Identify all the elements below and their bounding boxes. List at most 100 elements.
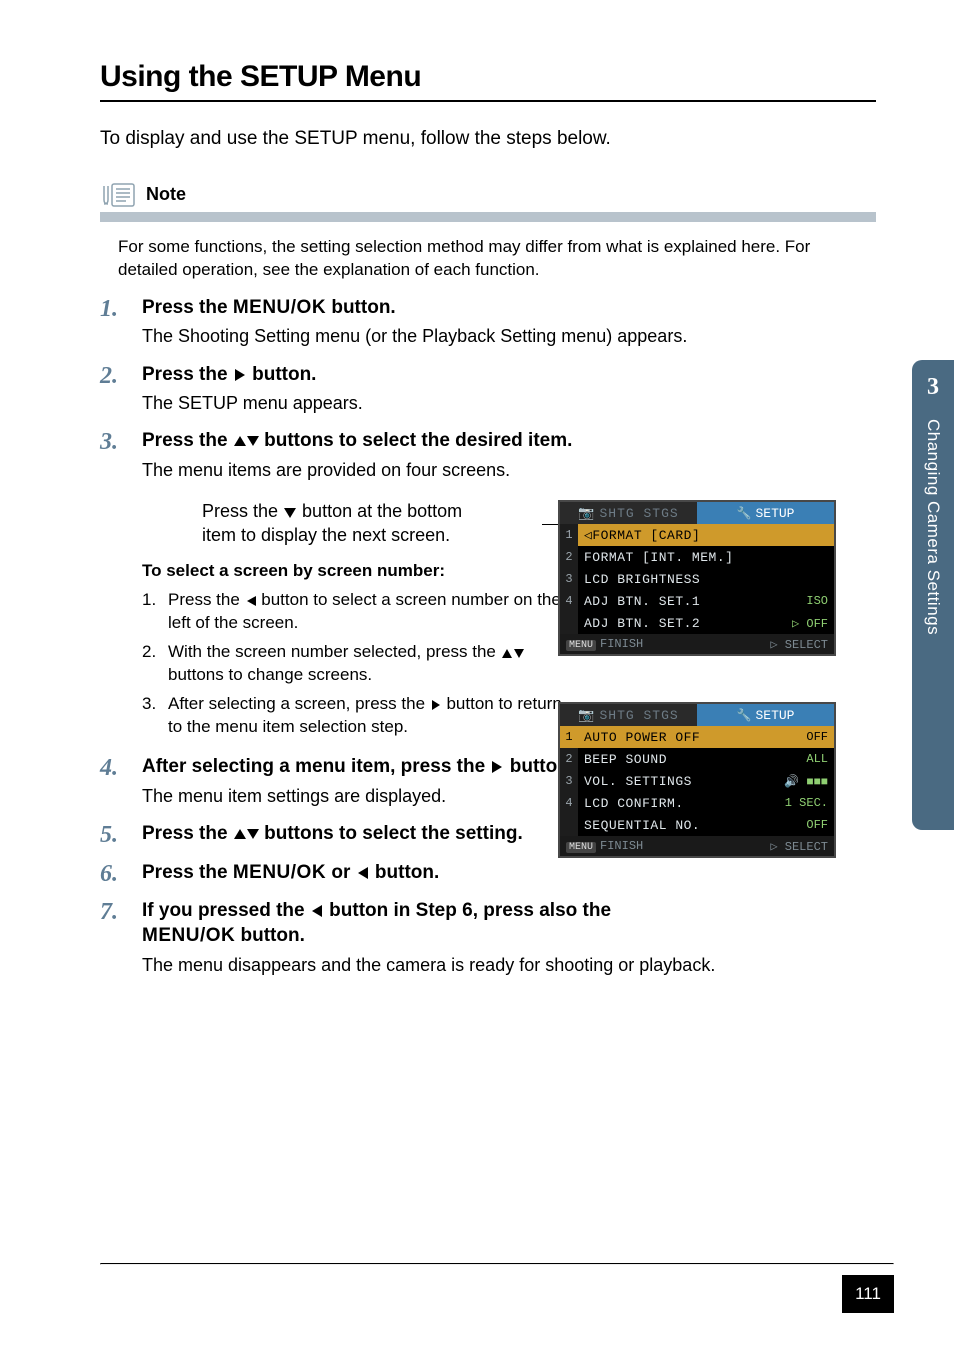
- lcd-row-label: LCD CONFIRM.: [578, 796, 785, 811]
- step-7: 7. If you pressed the button in Step 6, …: [100, 899, 876, 981]
- note-label: Note: [146, 184, 186, 205]
- step-title-pre: If you pressed the: [142, 900, 310, 921]
- lcd-tabs: 📷SHTG STGS 🔧SETUP: [560, 502, 834, 524]
- step-title-mid: button in Step 6, press also the: [324, 900, 611, 921]
- lcd-tab-right-label: SETUP: [755, 506, 794, 521]
- menuok-text: MENU/OK: [233, 862, 326, 883]
- step-1: 1. Press the MENU/OK button. The Shootin…: [100, 296, 876, 353]
- menuok-text: MENU/OK: [142, 925, 235, 946]
- step-6: 6. Press the MENU/OK or button.: [100, 861, 876, 890]
- lcd-tab-left-label: SHTG STGS: [599, 506, 678, 521]
- lcd-row-value: 🔊 ■■■: [784, 774, 828, 789]
- lcd-row: 3LCD BRIGHTNESS: [560, 568, 834, 590]
- lcd-row-index: [560, 814, 578, 836]
- note-body: For some functions, the setting selectio…: [100, 236, 876, 282]
- lcd-footer: MENUFINISH ▷ SELECT: [560, 634, 834, 654]
- lcd-rows: 1◁FORMAT [CARD] 2FORMAT [INT. MEM.]3LCD B…: [560, 524, 834, 634]
- lcd-row: SEQUENTIAL NO.OFF: [560, 814, 834, 836]
- lcd-tab-inactive: 📷SHTG STGS: [560, 502, 697, 524]
- lcd-row-index: 1: [560, 726, 578, 748]
- lcd-row-label: LCD BRIGHTNESS: [578, 572, 828, 587]
- step-2: 2. Press the button. The SETUP menu appe…: [100, 363, 876, 420]
- lcd-row-value: OFF: [806, 818, 828, 832]
- subnote-pre: Press the: [202, 501, 283, 521]
- wrench-icon: 🔧: [737, 708, 752, 723]
- sub-post: buttons to change screens.: [168, 665, 372, 684]
- footer-rule: [100, 1263, 894, 1265]
- up-down-triangle-icon: [233, 827, 259, 841]
- step-title-pre: After selecting a menu item, press the: [142, 756, 490, 777]
- lcd-row: 3VOL. SETTINGS🔊 ■■■: [560, 770, 834, 792]
- intro-text: To display and use the SETUP menu, follo…: [100, 126, 876, 152]
- step-number: 7.: [100, 899, 128, 981]
- lcd-row-value: ALL: [806, 752, 828, 766]
- left-triangle-icon: [310, 904, 324, 918]
- step-title: Press the MENU/OK button.: [142, 296, 876, 321]
- step-number: 3.: [100, 429, 128, 744]
- lcd-row: 4LCD CONFIRM.1 SEC.: [560, 792, 834, 814]
- subnote-line2: item to display the next screen.: [202, 525, 450, 545]
- step-title-post: button.: [247, 364, 317, 385]
- chapter-label: Changing Camera Settings: [923, 419, 943, 635]
- lcd-row-label: FORMAT [INT. MEM.]: [578, 550, 828, 565]
- right-triangle-icon: [490, 760, 504, 774]
- step-title: Press the buttons to select the desired …: [142, 429, 876, 454]
- menu-badge: MENU: [566, 842, 596, 853]
- lcd-row-index: 4: [560, 590, 578, 612]
- lcd-row-label: BEEP SOUND: [578, 752, 806, 767]
- wrench-icon: 🔧: [737, 506, 752, 521]
- lcd-row: ADJ BTN. SET.2▷ OFF: [560, 612, 834, 634]
- subselect-num: 3.: [142, 693, 158, 739]
- chapter-number: 3: [927, 374, 939, 401]
- left-triangle-icon: [245, 595, 257, 607]
- step-title: Press the MENU/OK or button.: [142, 861, 876, 886]
- step-title-mid: or: [326, 862, 356, 883]
- lcd-row-label: ADJ BTN. SET.1: [578, 594, 806, 609]
- lcd-tab-inactive: 📷SHTG STGS: [560, 704, 697, 726]
- lcd-row-index: 1: [560, 524, 578, 546]
- lcd-row-index: 2: [560, 748, 578, 770]
- step-title-post: button.: [235, 925, 305, 946]
- step-title-post: buttons to select the desired item.: [259, 430, 573, 451]
- right-triangle-icon: [430, 699, 442, 711]
- page-number: 111: [842, 1275, 894, 1313]
- lcd-row-value: OFF: [806, 730, 828, 744]
- lcd-tab-active: 🔧SETUP: [697, 502, 834, 524]
- step-desc: The Shooting Setting menu (or the Playba…: [142, 324, 876, 348]
- lcd-row-value: ▷ OFF: [792, 616, 828, 631]
- step-title-post: button.: [370, 862, 440, 883]
- note-heading: Note: [100, 182, 876, 208]
- lcd-foot-right: SELECT: [785, 840, 828, 854]
- lcd-row-value: ISO: [806, 594, 828, 608]
- step-number: 5.: [100, 822, 128, 851]
- step-title-pre: Press the: [142, 823, 233, 844]
- lcd-row-index: [560, 612, 578, 634]
- sub-pre: Press the: [168, 590, 245, 609]
- lcd-tab-active: 🔧SETUP: [697, 704, 834, 726]
- lcd-row-label: ADJ BTN. SET.2: [578, 616, 792, 631]
- lcd-rows: 1AUTO POWER OFFOFF2BEEP SOUNDALL 3VOL. SE…: [560, 726, 834, 836]
- sub-pre: After selecting a screen, press the: [168, 694, 430, 713]
- sub-pre: With the screen number selected, press t…: [168, 642, 501, 661]
- left-triangle-icon: [356, 866, 370, 880]
- lcd-row-index: 3: [560, 568, 578, 590]
- lcd-footer: MENUFINISH ▷ SELECT: [560, 836, 834, 856]
- step-title-pre: Press the: [142, 364, 233, 385]
- lcd-row: 1AUTO POWER OFFOFF: [560, 726, 834, 748]
- title-rule: [100, 100, 876, 102]
- menu-badge: MENU: [566, 640, 596, 651]
- lcd-tab-left-label: SHTG STGS: [599, 708, 678, 723]
- note-icon: [100, 182, 136, 208]
- lcd-row-index: 4: [560, 792, 578, 814]
- step-number: 6.: [100, 861, 128, 890]
- lcd-screenshot-1: 📷SHTG STGS 🔧SETUP 1◁FORMAT [CARD] 2FORMAT…: [558, 500, 836, 656]
- lcd-foot-left: FINISH: [600, 839, 643, 853]
- step-desc: The menu items are provided on four scre…: [142, 458, 876, 482]
- lcd-row: 2FORMAT [INT. MEM.]: [560, 546, 834, 568]
- note-rule: [100, 212, 876, 222]
- lcd-row-label: ◁FORMAT [CARD]: [578, 528, 828, 543]
- step-desc: The SETUP menu appears.: [142, 391, 876, 415]
- lcd-row-value: 1 SEC.: [785, 796, 828, 810]
- up-down-triangle-icon: [501, 647, 525, 659]
- step-number: 2.: [100, 363, 128, 420]
